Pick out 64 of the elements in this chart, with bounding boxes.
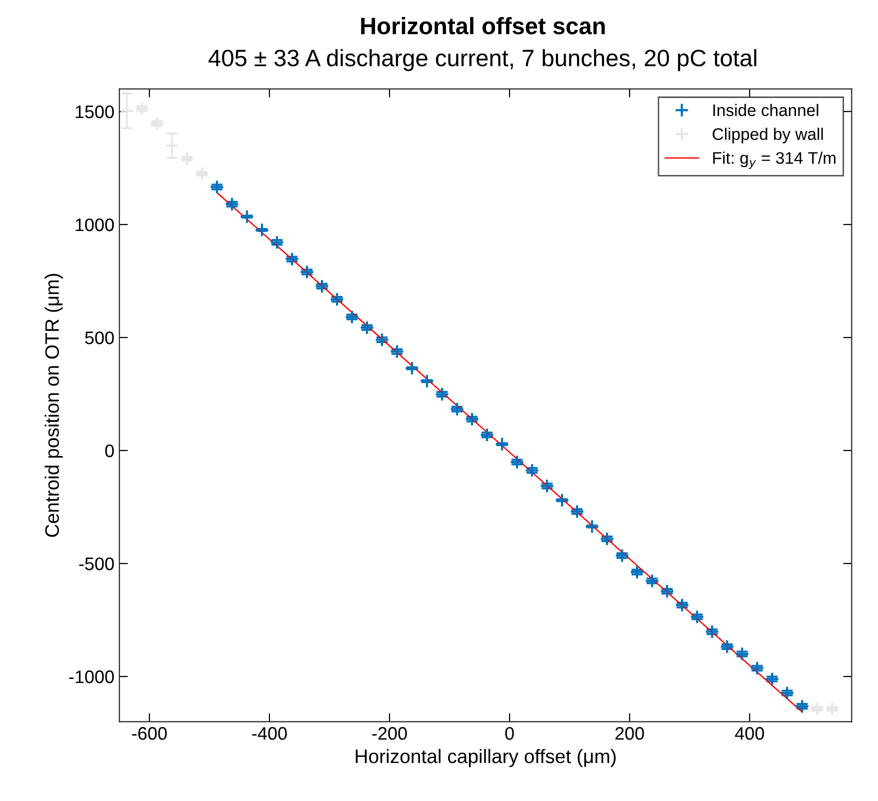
point	[360, 320, 374, 335]
point	[134, 101, 150, 116]
chart-title: Horizontal offset scan	[361, 17, 605, 34]
point	[314, 278, 330, 294]
y-tick-label: 500	[85, 331, 114, 344]
point	[524, 463, 540, 478]
point	[630, 564, 644, 580]
point	[794, 699, 810, 714]
point	[780, 686, 794, 700]
point	[554, 492, 570, 508]
point	[510, 454, 524, 470]
point	[420, 374, 434, 388]
y-axis-title: Centroid position on OTR (μm)	[44, 274, 63, 537]
point	[734, 646, 750, 662]
point	[690, 610, 704, 624]
chart-subtitle: 405 ± 33 A discharge current, 7 bunches, 20 pC total	[208, 49, 756, 72]
point	[704, 624, 720, 640]
point	[614, 548, 630, 563]
point	[674, 598, 690, 612]
x-tick-label: -200	[372, 727, 407, 740]
y-tick-label: -1000	[69, 670, 114, 684]
point	[540, 478, 554, 494]
point	[344, 310, 360, 324]
x-tick-label: 0	[505, 727, 514, 740]
point	[240, 209, 254, 224]
point	[450, 402, 464, 416]
y-tick-label: 1000	[76, 218, 114, 232]
point	[390, 344, 404, 359]
point	[764, 672, 780, 686]
point	[150, 116, 164, 131]
point	[480, 428, 494, 442]
point	[720, 639, 734, 654]
point	[224, 196, 240, 212]
point	[284, 252, 300, 266]
point	[120, 104, 134, 118]
point	[374, 332, 390, 348]
legend-label: Inside channel	[713, 104, 818, 116]
point	[494, 436, 510, 452]
point	[330, 292, 344, 307]
point	[254, 222, 270, 238]
point	[464, 412, 480, 426]
point	[660, 584, 674, 599]
y-tick-label: 1500	[76, 105, 114, 118]
x-axis-title: Horizontal capillary offset (μm)	[356, 748, 616, 768]
point	[404, 360, 420, 376]
y-tick-label: -500	[79, 557, 114, 570]
y-tick-label: 0	[105, 444, 114, 458]
point	[584, 519, 600, 534]
point	[210, 180, 224, 194]
point	[644, 574, 660, 588]
point	[750, 660, 764, 676]
point	[270, 235, 284, 250]
point	[164, 138, 180, 153]
legend-label: Fit: g$_{y}$ = 314 T/m	[713, 152, 836, 169]
point	[434, 386, 450, 402]
point	[300, 264, 314, 280]
point	[600, 532, 614, 546]
x-tick-label: -400	[252, 727, 287, 740]
legend-label: Clipped by wall	[712, 128, 823, 144]
x-tick-label: 200	[615, 727, 644, 740]
x-tick-label: -600	[132, 727, 167, 740]
x-tick-label: 400	[734, 727, 764, 740]
point	[570, 504, 584, 519]
point	[194, 166, 210, 181]
